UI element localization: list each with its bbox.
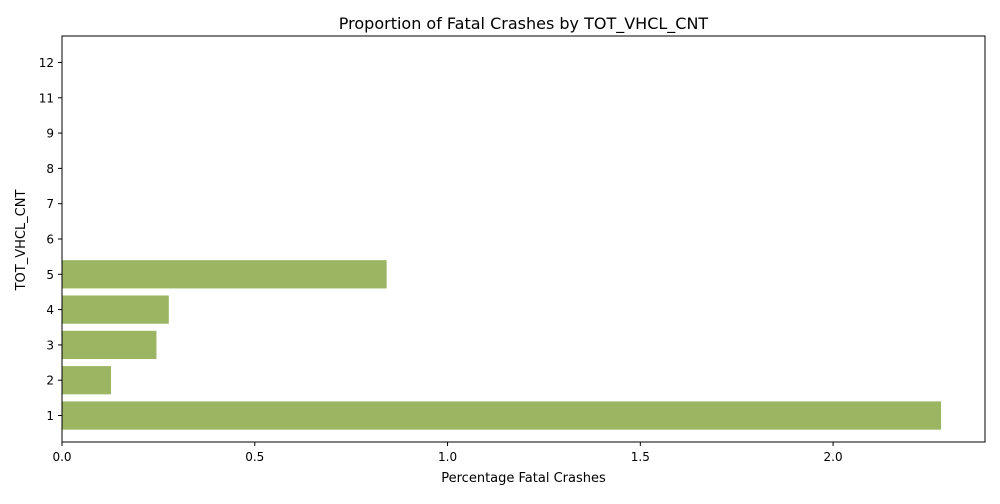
x-tick-label: 0.0 (52, 450, 71, 464)
bars-layer (62, 260, 942, 430)
chart-title: Proportion of Fatal Crashes by TOT_VHCL_… (339, 14, 709, 34)
x-tick-label: 2.0 (824, 450, 843, 464)
plot-frame (61, 35, 986, 443)
x-axis-label: Percentage Fatal Crashes (441, 471, 606, 486)
y-tick-label: 2 (46, 374, 54, 388)
y-tick-label: 7 (46, 197, 54, 211)
y-tick-label: 8 (46, 162, 54, 176)
bar-4 (62, 295, 169, 324)
y-tick-label: 12 (39, 56, 54, 70)
bar-2 (62, 366, 111, 395)
y-tick-label: 4 (46, 303, 54, 317)
bar-3 (62, 330, 157, 360)
y-tick-label: 11 (39, 91, 54, 105)
bar-5 (62, 260, 387, 289)
x-ticks-layer: 0.0 0.5 1.0 1.5 2.0 (52, 442, 843, 464)
y-tick-label: 6 (46, 233, 54, 247)
y-tick-label: 3 (46, 338, 54, 352)
y-tick-label: 5 (46, 268, 54, 282)
bar-1 (62, 401, 942, 430)
y-axis-label: TOT_VHCL_CNT (14, 190, 29, 292)
y-tick-label: 9 (46, 127, 54, 141)
axes-layer (61, 35, 986, 443)
y-tick-label: 1 (46, 409, 54, 423)
x-tick-label: 0.5 (245, 450, 264, 464)
x-tick-label: 1.5 (631, 450, 650, 464)
x-tick-label: 1.0 (438, 450, 457, 464)
